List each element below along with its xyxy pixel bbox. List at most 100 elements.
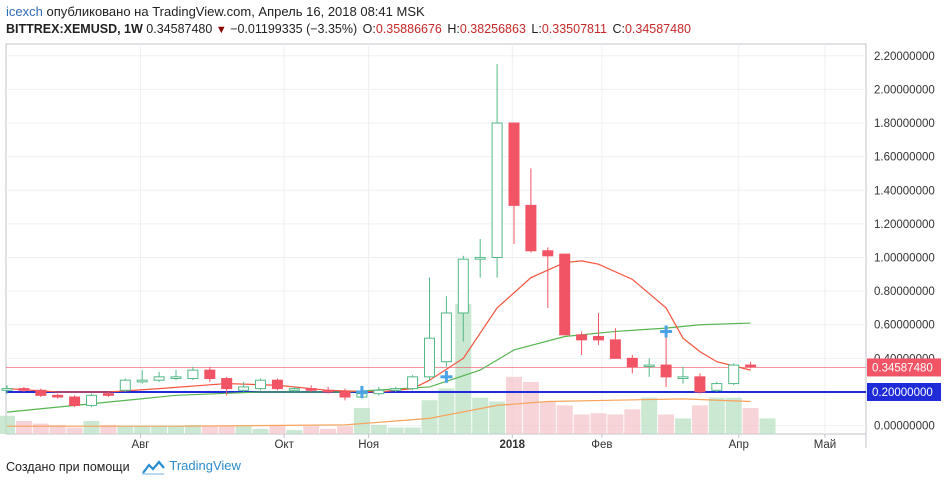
candle-down (339, 388, 351, 401)
candle-body (86, 394, 97, 406)
y-tick-label: 2.20000000 (874, 51, 935, 63)
volume-bar (641, 397, 658, 434)
volume-bar (590, 413, 607, 434)
candle-body (221, 378, 233, 390)
published-text: опубликовано на TradingView.com, Апрель … (46, 4, 425, 19)
y-tick-label: 0.00000000 (874, 421, 935, 433)
plot-frame (5, 43, 867, 435)
level-tag-label: 0.20000000 (872, 387, 933, 399)
candle-body (238, 386, 250, 391)
volume-bar (742, 408, 759, 434)
low-value: 0.33507811 (541, 22, 607, 36)
volume-bar (539, 401, 556, 434)
volume-bar (235, 426, 252, 434)
candle-body (187, 369, 199, 380)
open-value: 0.35886676 (375, 22, 442, 36)
candle-body (170, 376, 182, 380)
candle-up (136, 370, 148, 384)
last-price: 0.34587480 (146, 22, 213, 36)
candle-up (474, 239, 486, 278)
candle-body (271, 379, 283, 390)
candle-body (559, 253, 571, 336)
volume-bar (472, 397, 489, 434)
last-price-tag-label: 0.34587480 (872, 362, 933, 374)
volume-bar (607, 414, 624, 434)
down-triangle-icon: ▼ (215, 24, 227, 36)
candle-down (660, 328, 672, 387)
tradingview-logo[interactable]: TradingView (140, 458, 241, 475)
candle-up (255, 378, 266, 391)
candle-body (1, 388, 13, 391)
candle-body (677, 376, 689, 380)
volume-bar (252, 428, 269, 434)
volume-bar (404, 427, 421, 434)
cross-marker-icon (440, 370, 453, 383)
volume-bar (269, 424, 286, 434)
volume-bar (438, 388, 455, 434)
volume-bar (725, 397, 742, 434)
cross-marker-icon (355, 385, 368, 398)
candle-down (745, 361, 757, 369)
volume-ma-line (7, 398, 751, 427)
candle-down (35, 388, 47, 398)
candle-up (119, 378, 131, 392)
symbol-name: BITTREX:XEMUSD, 1W (6, 22, 143, 36)
candle-body (457, 258, 469, 314)
volume-bar (218, 426, 235, 434)
candle-up (711, 381, 723, 392)
candle-body (660, 364, 672, 378)
candle-body (322, 389, 334, 393)
candle-down (102, 391, 114, 398)
candle-body (424, 337, 435, 378)
candle-body (69, 396, 81, 406)
volume-bar (522, 382, 539, 434)
symbol-info: BITTREX:XEMUSD, 1W 0.34587480 ▼ −0.01199… (6, 22, 691, 36)
y-tick-label: 1.20000000 (874, 219, 935, 231)
volume-bar (759, 418, 776, 434)
candle-up (407, 375, 419, 391)
open-label: O: (362, 22, 376, 36)
volume-bar (675, 418, 691, 434)
candle-body (35, 389, 47, 396)
y-tick-label: 1.40000000 (874, 185, 935, 197)
candle-body (593, 336, 604, 341)
volume-bar (421, 400, 438, 434)
x-tick-label: Авг (132, 439, 150, 451)
candle-body (609, 339, 621, 359)
candle-up (187, 366, 199, 381)
x-tick-label: Ноя (358, 439, 379, 451)
candle-body (542, 250, 554, 257)
candle-body (305, 388, 317, 391)
candle-up (288, 386, 300, 392)
author-link[interactable]: icexch (6, 4, 43, 19)
candle-down (508, 122, 520, 245)
volume-bar (83, 421, 100, 434)
fast-ma-line (6, 260, 751, 393)
volume-bar (658, 414, 675, 434)
close-value: 0.34587480 (624, 22, 691, 36)
candle-body (255, 379, 266, 390)
volume-bar (66, 427, 83, 434)
high-value: 0.38256863 (459, 22, 526, 36)
candle-body (119, 379, 131, 391)
y-tick-label: 1.00000000 (874, 252, 935, 264)
candle-up (440, 296, 452, 367)
volume-bar (49, 424, 66, 434)
last-price-tag (867, 358, 941, 377)
price-chart[interactable]: 2.20000000 2.00000000 1.80000000 1.60000000… (0, 0, 946, 460)
candle-up (390, 386, 402, 392)
candle-up (491, 64, 503, 278)
volume-bar (353, 408, 370, 434)
candle-up (677, 366, 689, 384)
candle-down (322, 386, 334, 394)
candle-body (626, 357, 638, 368)
candle-down (525, 168, 537, 253)
candle-body (643, 364, 655, 368)
candle-body (136, 379, 148, 383)
candle-up (170, 370, 182, 381)
volume-bar (184, 424, 201, 434)
volume-bar (201, 426, 218, 434)
candle-up (1, 385, 13, 394)
candle-down (542, 247, 554, 308)
candle-body (407, 376, 419, 390)
